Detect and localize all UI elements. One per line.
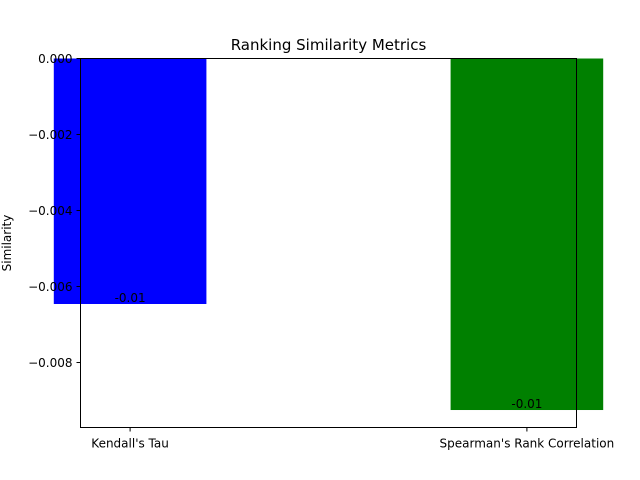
y-tick-label-1: −0.002 xyxy=(28,128,72,142)
data-label-0: -0.01 xyxy=(115,291,146,305)
y-tick-label-0: 0.000 xyxy=(38,52,72,66)
bar-1 xyxy=(450,58,604,411)
x-tick-label-1: Spearman's Rank Correlation xyxy=(440,437,615,451)
chart-title: Ranking Similarity Metrics xyxy=(231,36,427,54)
y-axis-label: Similarity xyxy=(0,215,14,272)
y-tick-label-3: −0.006 xyxy=(28,280,72,294)
bar-0 xyxy=(53,58,207,304)
plot-area: -0.01 Kendall's Tau -0.01 Spearman's Rank C… xyxy=(28,52,614,451)
y-tick-label-4: −0.008 xyxy=(28,356,72,370)
y-tick-label-2: −0.004 xyxy=(28,204,72,218)
x-tick-label-0: Kendall's Tau xyxy=(91,437,169,451)
data-label-1: -0.01 xyxy=(511,397,542,411)
plot-frame xyxy=(80,58,577,428)
